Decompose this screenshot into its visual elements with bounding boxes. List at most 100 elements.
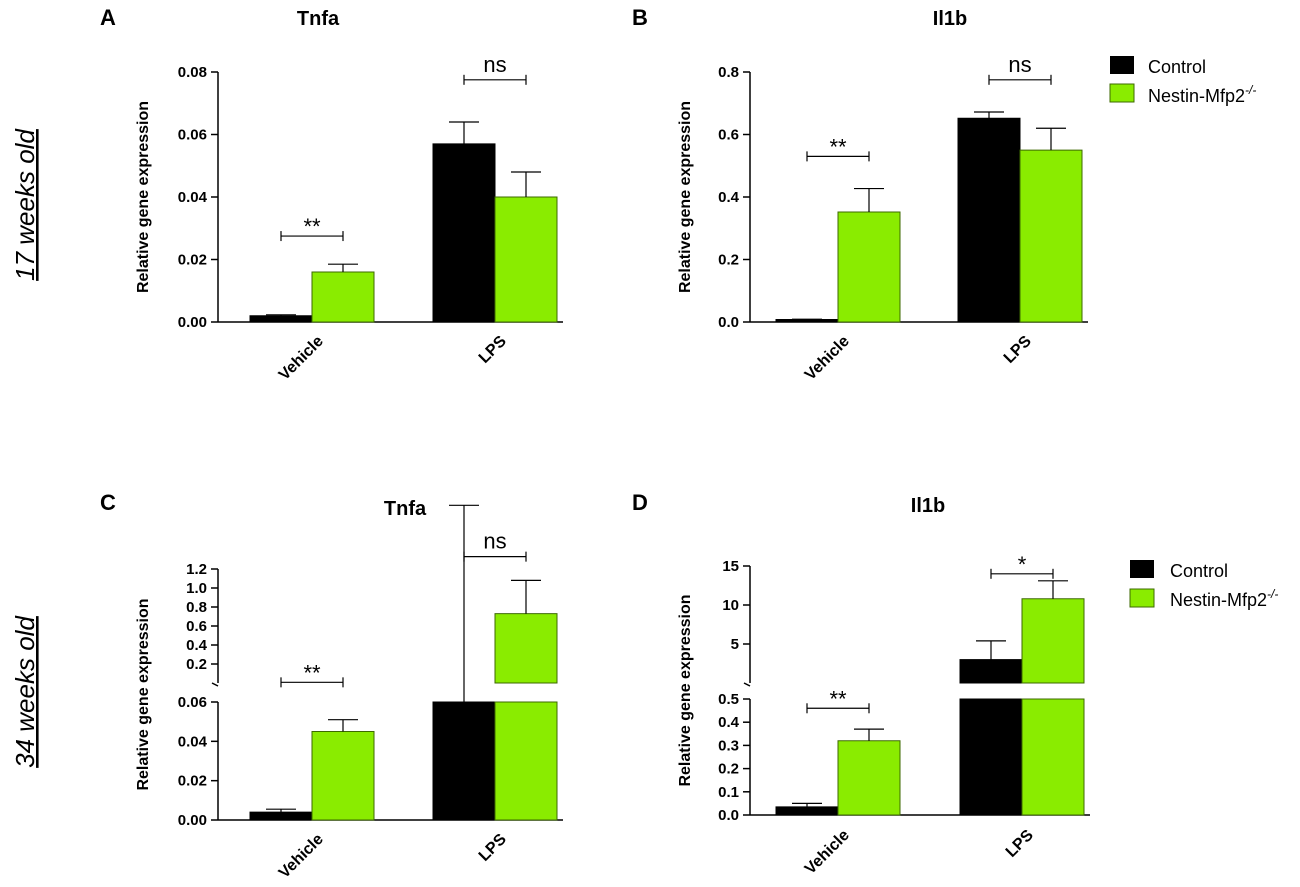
bar-b-control-lps xyxy=(957,117,1021,323)
significance-c-lps-label: ns xyxy=(483,529,506,554)
panel-letter-d: D xyxy=(632,490,648,515)
axis-break-mark-d xyxy=(743,682,751,687)
x-category-label-a-vehicle: Vehicle xyxy=(276,333,327,384)
significance-d-lps-label: * xyxy=(1018,552,1027,577)
x-category-label-b-vehicle: Vehicle xyxy=(802,333,853,384)
y-tick-label-c-upper: 1.2 xyxy=(186,561,207,578)
legend-top-mutant-label: Nestin-Mfp2-/- xyxy=(1148,83,1256,106)
y-tick-label-d-upper: 5 xyxy=(731,636,739,653)
y-tick-label-c-upper: 0.4 xyxy=(186,637,208,654)
x-category-label-c-lps: LPS xyxy=(476,831,510,865)
legend-top-control-label: Control xyxy=(1148,57,1206,77)
bar-b-mutant-lps xyxy=(1019,149,1083,323)
bar-a-control-lps xyxy=(432,143,496,323)
y-tick-label-c-lower: 0.06 xyxy=(178,694,207,711)
panel-A: A Tnfa Relative gene expression 0.00 0.02 0.0… xyxy=(100,5,563,384)
legend-top-control-swatch xyxy=(1110,56,1134,74)
bar-c-control-lps xyxy=(432,701,496,821)
y-tick-label-d-lower: 0.5 xyxy=(718,691,739,708)
bar-c-mutant-lps-lower xyxy=(494,701,558,821)
row-label-17-weeks: 17 weeks old xyxy=(10,128,40,281)
x-category-label-d-lps: LPS xyxy=(1003,827,1037,861)
y-tick-label-b-main: 0.4 xyxy=(718,189,740,206)
row-label-17-weeks-text: 17 weeks old xyxy=(10,128,40,281)
y-tick-label-c-upper: 1.0 xyxy=(186,580,207,597)
y-tick-label-b-main: 0.0 xyxy=(718,314,739,331)
legend-bottom-mutant-label: Nestin-Mfp2-/- xyxy=(1170,587,1278,610)
panel-D: D Il1b Relative gene expression 0.0 0.1 0.2 0.… xyxy=(632,490,1090,878)
y-tick-label-a-main: 0.06 xyxy=(178,127,207,144)
bar-a-mutant-vehicle xyxy=(311,271,375,323)
chart-title-c: Tnfa xyxy=(384,498,427,520)
bar-d-control-vehicle xyxy=(775,806,839,816)
legend-bottom-mutant-name: Nestin-Mfp2 xyxy=(1170,590,1267,610)
chart-title-b: Il1b xyxy=(933,8,967,30)
y-tick-label-a-main: 0.00 xyxy=(178,314,207,331)
legend-bottom-control-label: Control xyxy=(1170,561,1228,581)
legend-top-mutant-sup: -/- xyxy=(1245,83,1256,97)
y-tick-label-c-upper: 0.6 xyxy=(186,618,207,635)
y-tick-label-a-main: 0.02 xyxy=(178,252,207,269)
y-tick-label-a-main: 0.04 xyxy=(178,189,208,206)
x-category-label-a-lps: LPS xyxy=(476,333,510,367)
y-tick-label-d-upper: 10 xyxy=(722,597,739,614)
row-label-34-weeks: 34 weeks old xyxy=(10,615,40,768)
bar-d-control-lps-lower xyxy=(959,698,1023,816)
bar-b-control-vehicle xyxy=(775,319,839,323)
bar-d-mutant-vehicle xyxy=(837,740,901,816)
legend-bottom-control-swatch xyxy=(1130,560,1154,578)
x-category-label-c-vehicle: Vehicle xyxy=(276,831,327,882)
x-category-label-d-vehicle: Vehicle xyxy=(802,827,853,878)
y-tick-label-d-lower: 0.2 xyxy=(718,761,739,778)
bar-a-mutant-lps xyxy=(494,196,558,323)
legend-top-mutant-swatch xyxy=(1109,83,1135,103)
y-tick-label-a-main: 0.08 xyxy=(178,64,207,81)
legend-top-mutant-name: Nestin-Mfp2 xyxy=(1148,86,1245,106)
y-tick-label-b-main: 0.6 xyxy=(718,127,739,144)
chart-title-a: Tnfa xyxy=(297,8,340,30)
y-tick-label-d-lower: 0.4 xyxy=(718,714,740,731)
bar-b-mutant-vehicle xyxy=(837,211,901,323)
y-tick-label-c-lower: 0.02 xyxy=(178,773,207,790)
x-category-label-b-lps: LPS xyxy=(1001,333,1035,367)
y-tick-label-b-main: 0.8 xyxy=(718,64,739,81)
chart-title-d: Il1b xyxy=(911,495,945,517)
panel-letter-b: B xyxy=(632,5,648,30)
legend-top: Control Nestin-Mfp2-/- xyxy=(1109,56,1256,106)
bar-c-mutant-lps-upper xyxy=(494,613,558,684)
y-tick-label-d-upper: 15 xyxy=(722,558,739,575)
significance-a-vehicle-label: ** xyxy=(303,214,321,239)
significance-b-lps-label: ns xyxy=(1008,52,1031,77)
y-tick-label-c-lower: 0.04 xyxy=(178,733,208,750)
panel-letter-a: A xyxy=(100,5,116,30)
y-axis-label-c: Relative gene expression xyxy=(135,598,152,790)
significance-a-lps-label: ns xyxy=(483,52,506,77)
bar-d-control-lps-upper xyxy=(959,659,1023,684)
y-tick-label-d-lower: 0.3 xyxy=(718,737,739,754)
y-tick-label-c-lower: 0.00 xyxy=(178,812,207,829)
panel-B: B Il1b Relative gene expression 0.0 0.2 0.4 0.… xyxy=(632,5,1088,384)
legend-bottom-mutant-sup: -/- xyxy=(1267,587,1278,601)
y-tick-label-d-lower: 0.1 xyxy=(718,784,739,801)
significance-c-vehicle-label: ** xyxy=(303,660,321,685)
bar-c-control-vehicle xyxy=(249,811,313,821)
y-axis-label-a: Relative gene expression xyxy=(135,101,152,293)
legend-bottom-mutant-swatch xyxy=(1129,588,1155,608)
axis-break-mark-c xyxy=(211,682,219,687)
row-label-34-weeks-text: 34 weeks old xyxy=(10,615,40,768)
y-axis-label-b: Relative gene expression xyxy=(677,101,694,293)
panel-C: C Tnfa Relative gene expression 0.00 0.02 0.0… xyxy=(100,490,563,882)
y-axis-label-d: Relative gene expression xyxy=(677,594,694,786)
legend-bottom: Control Nestin-Mfp2-/- xyxy=(1129,560,1278,610)
significance-b-vehicle-label: ** xyxy=(829,134,847,159)
panel-letter-c: C xyxy=(100,490,116,515)
y-tick-label-b-main: 0.2 xyxy=(718,252,739,269)
bar-d-mutant-lps-lower xyxy=(1021,698,1085,816)
bar-d-mutant-lps-upper xyxy=(1021,598,1085,684)
bar-c-mutant-vehicle xyxy=(311,731,375,821)
significance-d-vehicle-label: ** xyxy=(829,686,847,711)
y-tick-label-d-lower: 0.0 xyxy=(718,807,739,824)
y-tick-label-c-upper: 0.8 xyxy=(186,599,207,616)
y-tick-label-c-upper: 0.2 xyxy=(186,656,207,673)
